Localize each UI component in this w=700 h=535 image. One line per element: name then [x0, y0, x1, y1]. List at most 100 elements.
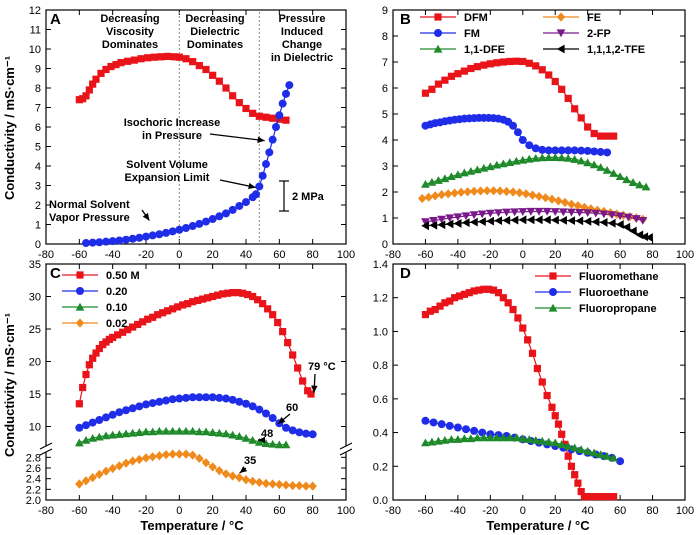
data-point	[609, 169, 619, 177]
data-point	[482, 186, 492, 196]
data-point	[259, 300, 267, 308]
data-point	[295, 481, 304, 491]
data-point	[597, 493, 605, 501]
x-tick-label: -40	[105, 249, 121, 261]
x-tick-label: 40	[240, 505, 252, 517]
data-point	[74, 438, 84, 447]
data-point	[502, 215, 511, 225]
data-point	[299, 377, 307, 385]
y-tick-label: 0.4	[373, 428, 388, 440]
data-point	[274, 318, 282, 327]
x-tick-label: 80	[307, 505, 319, 517]
data-point	[590, 493, 598, 501]
data-point	[159, 309, 167, 317]
data-point	[235, 397, 244, 406]
x-tick-label: -20	[482, 249, 498, 261]
data-point	[583, 158, 593, 167]
data-point	[262, 409, 270, 418]
data-point	[571, 471, 579, 479]
data-point	[228, 430, 238, 439]
data-point	[135, 402, 144, 411]
x-tick-label: 60	[273, 505, 285, 517]
data-point	[275, 111, 284, 120]
data-point	[155, 397, 164, 406]
data-point	[456, 187, 466, 197]
data-point	[221, 429, 231, 438]
data-point	[426, 307, 434, 315]
data-point	[615, 220, 624, 229]
data-point	[92, 75, 100, 83]
y-tick-label: 5	[382, 109, 388, 121]
data-point	[524, 336, 532, 344]
data-point	[485, 162, 495, 171]
data-point	[514, 314, 522, 322]
data-point	[453, 435, 463, 443]
panel-letter-a: A	[50, 11, 61, 28]
annotation-arrow-head	[142, 212, 150, 221]
data-point	[511, 433, 521, 442]
data-point	[441, 299, 449, 307]
data-point	[182, 224, 190, 233]
legend-marker	[556, 29, 566, 38]
data-point	[289, 351, 297, 359]
y-tick-label: 6	[35, 122, 41, 134]
legend-label: 0.20	[106, 286, 127, 298]
data-point	[577, 146, 586, 155]
data-point	[107, 62, 115, 71]
data-point	[268, 479, 277, 489]
y-tick-label: 2.0	[26, 495, 41, 507]
legend-label: 0.50 M	[106, 270, 140, 282]
data-point	[95, 344, 103, 353]
x-tick-label: 0	[520, 505, 526, 517]
y-tick-label: 2.6	[26, 463, 41, 475]
data-point	[616, 457, 625, 466]
data-point	[428, 85, 436, 93]
data-point	[235, 473, 244, 483]
data-point	[489, 286, 498, 294]
data-point	[510, 215, 519, 225]
data-point	[437, 220, 446, 230]
data-point	[195, 393, 204, 402]
data-point	[429, 220, 438, 230]
data-point	[182, 55, 190, 63]
data-point	[509, 305, 517, 314]
y-tick-label: 1.2	[373, 293, 388, 305]
data-point	[115, 461, 124, 471]
legend-marker	[75, 318, 85, 328]
data-point	[122, 406, 130, 415]
data-point	[161, 450, 171, 460]
data-point	[544, 146, 553, 155]
data-point	[114, 331, 122, 339]
annotation: Solvent Volume Expansion Limit	[125, 159, 210, 184]
y-tick-label: 3	[35, 181, 41, 193]
data-point	[531, 144, 540, 153]
data-point	[542, 207, 552, 216]
data-point	[95, 238, 104, 247]
data-point	[82, 421, 90, 430]
data-point	[255, 182, 264, 191]
data-point	[97, 69, 105, 77]
data-point	[430, 191, 440, 201]
data-point	[108, 430, 118, 439]
data-point	[573, 201, 583, 211]
data-point	[301, 481, 311, 491]
data-point	[248, 476, 257, 486]
data-point	[288, 481, 297, 491]
data-point	[602, 451, 612, 460]
data-point	[294, 364, 302, 372]
data-point	[554, 196, 563, 206]
data-point	[128, 428, 138, 437]
annotation-arrow-head	[239, 466, 248, 473]
data-point	[542, 215, 551, 225]
data-point	[249, 109, 257, 117]
x-tick-label: 80	[646, 505, 658, 517]
data-point	[519, 324, 527, 332]
data-point	[82, 370, 90, 379]
data-point	[269, 311, 277, 319]
x-axis-label-left: Temperature / °C	[140, 518, 244, 533]
data-point	[134, 320, 142, 329]
data-point	[112, 61, 120, 69]
data-point	[215, 77, 223, 85]
data-point	[564, 452, 572, 460]
data-point	[583, 216, 592, 226]
